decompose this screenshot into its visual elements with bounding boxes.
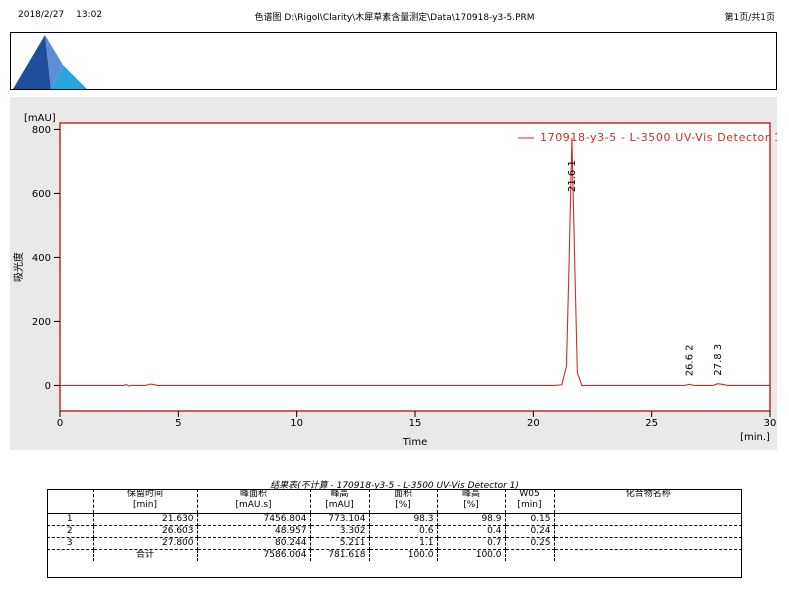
x-axis-ticks: 0 5 10 15 20 25 30 (57, 411, 777, 429)
cell-w05: 0.15 (505, 513, 555, 526)
cell-peak-height: 3.302 (310, 525, 370, 538)
peak-label: 21.6 1 (567, 160, 578, 192)
cell-w05: 0.24 (505, 525, 555, 538)
cell-index: 2 (47, 525, 94, 538)
cell-peak-height: 773.104 (310, 513, 370, 526)
cell-height-percent: 98.9 (437, 513, 506, 526)
cell-area-percent: 1.1 (369, 537, 438, 550)
peak-label: 26.6 2 (685, 344, 696, 376)
x-unit-label: [min.] (740, 432, 770, 443)
peak-label: 27.8 3 (713, 344, 724, 376)
cell-area-percent: 98.3 (369, 513, 438, 526)
y-tick-label: 200 (32, 317, 51, 328)
chromatogram-chart: 0 200 400 600 800 0 5 10 15 20 25 30 [mAU] 吸光度 Tim… (12, 113, 777, 448)
results-table: 保留时间 [min] 峰面积 [mAU.s] 峰高 [mAU] 面积 [%] 峰高 [%]… (47, 489, 742, 561)
cell-height-percent: 0.7 (437, 537, 506, 550)
y-axis-ticks: 0 200 400 600 800 (32, 125, 60, 392)
y-axis-title: 吸光度 (12, 252, 25, 282)
x-tick-label: 30 (764, 418, 777, 429)
page-info: 第1页/共1页 (724, 13, 776, 23)
total-cell-peak-area: 7586.004 (197, 549, 311, 561)
table-row: 2 26.603 48.957 3.302 0.6 0.4 0.24 (47, 525, 742, 538)
cell-peak-height: 5.211 (310, 537, 370, 550)
y-tick-label: 800 (32, 125, 51, 136)
total-cell-compound-name (554, 549, 742, 561)
header-w05: W05 [min] (505, 489, 555, 513)
header-index (47, 489, 94, 513)
cell-index: 3 (47, 537, 94, 550)
y-unit-label: [mAU] (24, 113, 56, 124)
cell-retention-time: 26.603 (93, 525, 198, 538)
header-compound-name: 化合物名称 (625, 489, 671, 499)
y-tick-label: 400 (32, 253, 51, 264)
chromatogram-panel: 0 200 400 600 800 0 5 10 15 20 25 30 [mAU] 吸光度 Tim… (10, 97, 777, 450)
y-tick-label: 0 (45, 381, 51, 392)
series-line (60, 137, 770, 387)
total-cell-area-percent: 100.0 (369, 549, 438, 561)
cell-area-percent: 0.6 (369, 525, 438, 538)
header-peak-height: 峰高 [mAU] (310, 489, 370, 513)
print-datetime: 2018/2/27 13:02 (18, 10, 102, 20)
total-cell-w05 (505, 549, 555, 561)
legend-label: 170918-y3-5 - L-3500 UV-Vis Detector 1 (540, 131, 777, 144)
x-tick-label: 0 (57, 418, 63, 429)
total-cell-label: 合计 (93, 549, 198, 561)
cell-compound-name (554, 537, 742, 550)
cell-peak-area: 7456.804 (197, 513, 311, 526)
x-tick-label: 10 (290, 418, 303, 429)
header-area-percent: 面积 [%] (369, 489, 438, 513)
total-cell-peak-height: 781.618 (310, 549, 370, 561)
plot-area (59, 122, 771, 412)
results-table-title: 结果表(不计算 - 170918-y3-5 - L-3500 UV-Vis De… (270, 481, 519, 491)
x-tick-label: 20 (527, 418, 540, 429)
cell-retention-time: 21.630 (93, 513, 198, 526)
logo-header-box (10, 32, 777, 90)
x-tick-label: 5 (175, 418, 181, 429)
total-cell-height-percent: 100.0 (437, 549, 506, 561)
cell-peak-area: 80.244 (197, 537, 311, 550)
y-tick-label: 600 (32, 189, 51, 200)
cell-peak-area: 48.957 (197, 525, 311, 538)
print-date: 2018/2/27 (18, 10, 65, 20)
company-logo (13, 35, 87, 89)
cell-index: 1 (47, 513, 94, 526)
header-retention-time: 保留时间 [min] (93, 489, 198, 513)
total-cell-index (47, 549, 94, 561)
table-row: 3 27.800 80.244 5.211 1.1 0.7 0.25 (47, 537, 742, 550)
x-axis-title: Time (402, 437, 427, 448)
peak-labels: 21.6 1 26.6 2 27.8 3 (567, 160, 724, 376)
cell-height-percent: 0.4 (437, 525, 506, 538)
table-header-row: 保留时间 [min] 峰面积 [mAU.s] 峰高 [mAU] 面积 [%] 峰高 [%]… (47, 489, 742, 513)
header-height-percent: 峰高 [%] (437, 489, 506, 513)
x-tick-label: 25 (645, 418, 658, 429)
cell-compound-name (554, 525, 742, 538)
cell-retention-time: 27.800 (93, 537, 198, 550)
cell-w05: 0.25 (505, 537, 555, 550)
print-time: 13:02 (76, 10, 103, 20)
chromatogram-file-path: 色谱图 D:\Rigol\Clarity\木犀草素含量测定\Data\17091… (254, 13, 535, 23)
table-row: 1 21.630 7456.804 773.104 98.3 98.9 0.15 (47, 513, 742, 526)
header-peak-area: 峰面积 [mAU.s] (197, 489, 311, 513)
cell-compound-name (554, 513, 742, 526)
x-tick-label: 15 (409, 418, 422, 429)
table-total-row: 合计 7586.004 781.618 100.0 100.0 (47, 549, 742, 561)
